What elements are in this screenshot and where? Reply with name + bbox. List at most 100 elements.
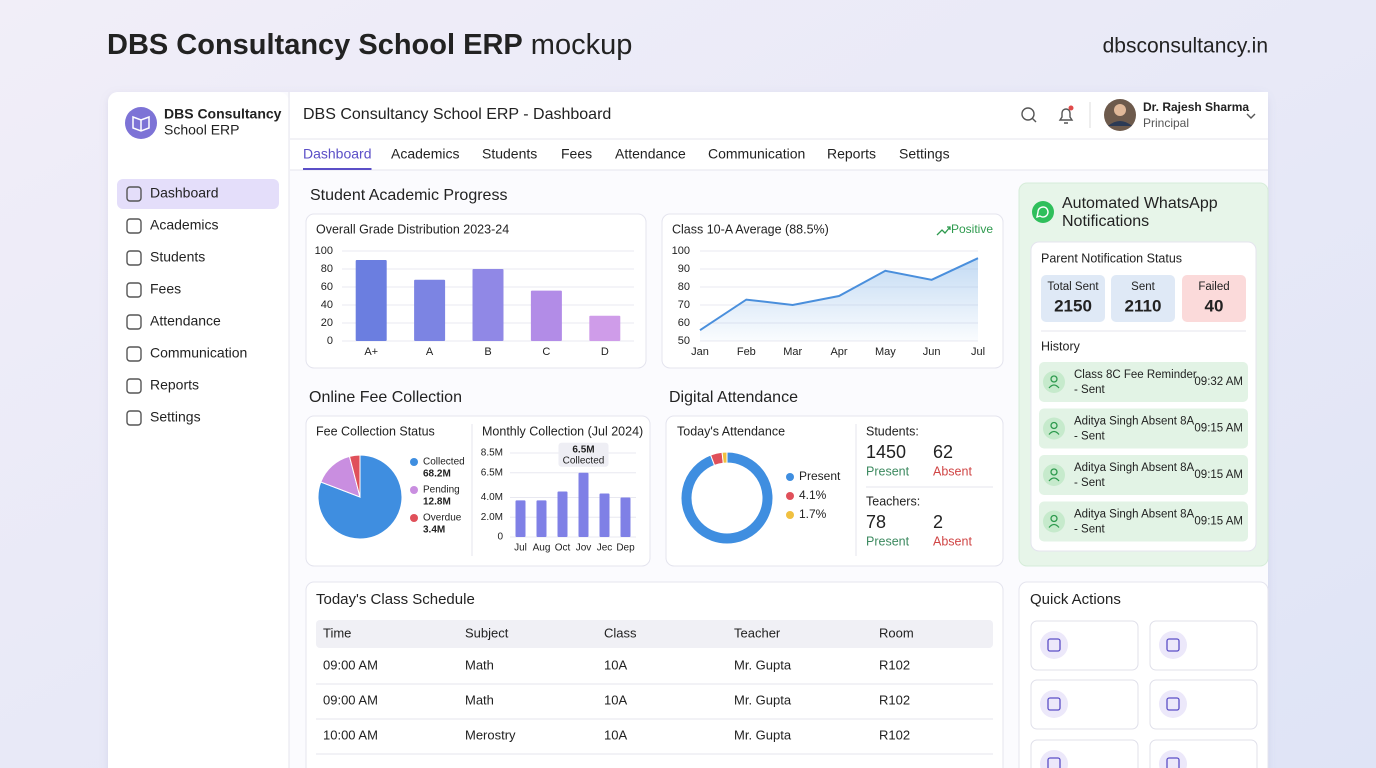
stat-box [1182,275,1246,322]
tab[interactable]: Attendance [615,146,686,162]
nav-icon [126,410,142,426]
title-light: mockup [531,29,633,61]
history-time: 09:15 AM [1194,469,1243,481]
tab[interactable]: Students [482,146,537,162]
history-item[interactable] [1039,408,1248,449]
tab[interactable]: Academics [391,146,459,162]
bar [472,269,504,341]
history-time: 09:32 AM [1194,376,1243,388]
topbar-title: DBS Consultancy School ERP - Dashboard [303,106,611,123]
y-tick-label: 2.0M [481,512,503,523]
history-status: - Sent [1074,524,1105,536]
nav-item[interactable]: Students [150,249,205,265]
stat-caption: Absent [933,534,972,548]
history-glyph [1048,477,1060,482]
nav-icon [126,378,142,394]
chart-title: Class 10-A Average (88.5%) [672,222,829,236]
whatsapp-glyph [1036,206,1049,219]
quick-action-icon [1159,631,1187,659]
history-glyph [1050,514,1058,523]
table-cell: Math [465,657,494,672]
panel-title: Automated WhatsApp [1062,195,1218,212]
table-cell: R102 [879,657,910,672]
history-item[interactable] [1039,501,1248,542]
tab[interactable]: Fees [561,146,592,162]
x-tick-label: Feb [737,346,756,358]
quick-action-icon [1159,750,1187,768]
title-bold: DBS Consultancy School ERP [107,29,523,61]
logo-icon [132,115,150,132]
tab[interactable]: Communication [708,146,805,162]
value-label: 12.8M [423,497,451,508]
quick-action-glyph [1047,757,1061,768]
nav-item[interactable]: Academics [150,217,218,233]
legend-label: Present [799,469,841,483]
stat-caption: Absent [933,464,972,478]
value-label: 3.4M [423,525,445,536]
chevron[interactable] [1246,113,1256,119]
bar [515,500,526,537]
history-item[interactable] [1039,362,1248,402]
table-cell: 10A [604,657,627,672]
tabbar [290,139,1268,170]
nav-item[interactable]: Settings [150,409,201,425]
history-glyph [1048,384,1060,389]
section-title: Student Academic Progress [310,187,507,204]
bar [414,279,446,341]
chart-title: Overall Grade Distribution 2023-24 [316,222,509,236]
y-tick-label: 70 [678,299,690,311]
legend-swatch [410,486,418,494]
history-item[interactable] [1039,455,1248,495]
donut-segment [680,451,774,545]
stat-value: 1450 [866,442,906,462]
quick-action-glyph [1166,638,1180,652]
section-title: Digital Attendance [669,389,798,406]
table-header-cell: Class [604,625,637,640]
y-tick-label: 0 [497,532,503,543]
quick-action-glyph [1166,697,1180,711]
y-tick-label: 80 [678,281,690,293]
nav-item[interactable]: Attendance [150,313,221,329]
x-tick-label: Jul [971,346,985,358]
x-tick-label: B [484,346,491,358]
x-tick-label: Dep [616,543,635,554]
history-title: Aditya Singh Absent 8A [1074,416,1195,428]
sidebar [108,92,289,768]
history-title: Aditya Singh Absent 8A [1074,509,1195,521]
legend-swatch [786,473,794,481]
search-icon[interactable] [1021,107,1035,121]
bar [578,472,589,537]
bar [355,260,387,341]
annotation-box [558,442,609,467]
legend-swatch [786,511,794,519]
table-cell: Mr. Gupta [734,727,792,742]
stat-label: Sent [1131,281,1155,293]
legend-label: Collected [423,457,465,468]
donut-segment [721,451,728,464]
tab[interactable]: Settings [899,146,950,162]
nav-item[interactable]: Dashboard [150,185,219,201]
nav-icon [126,346,142,362]
tab[interactable]: Dashboard [303,146,372,162]
tab[interactable]: Reports [827,146,876,162]
legend-swatch [410,458,418,466]
nav-item[interactable]: Reports [150,377,199,393]
table-cell: 10A [604,727,627,742]
legend-label: 4.1% [799,488,827,502]
nav-icon [126,282,142,298]
bell-icon[interactable] [1058,108,1074,124]
nav-icon [126,218,142,234]
stat-value: 40 [1205,296,1224,315]
table-cell: 09:00 AM [323,692,378,707]
tab-underline [303,168,372,170]
nav-item[interactable]: Communication [150,345,247,361]
y-tick-label: 50 [678,335,690,347]
table-header [316,620,993,648]
bar [536,500,547,537]
x-tick-label: Jec [597,543,613,554]
brand-name: DBS Consultancy [164,106,282,122]
nav-item[interactable]: Fees [150,281,181,297]
card-title: History [1041,339,1081,353]
